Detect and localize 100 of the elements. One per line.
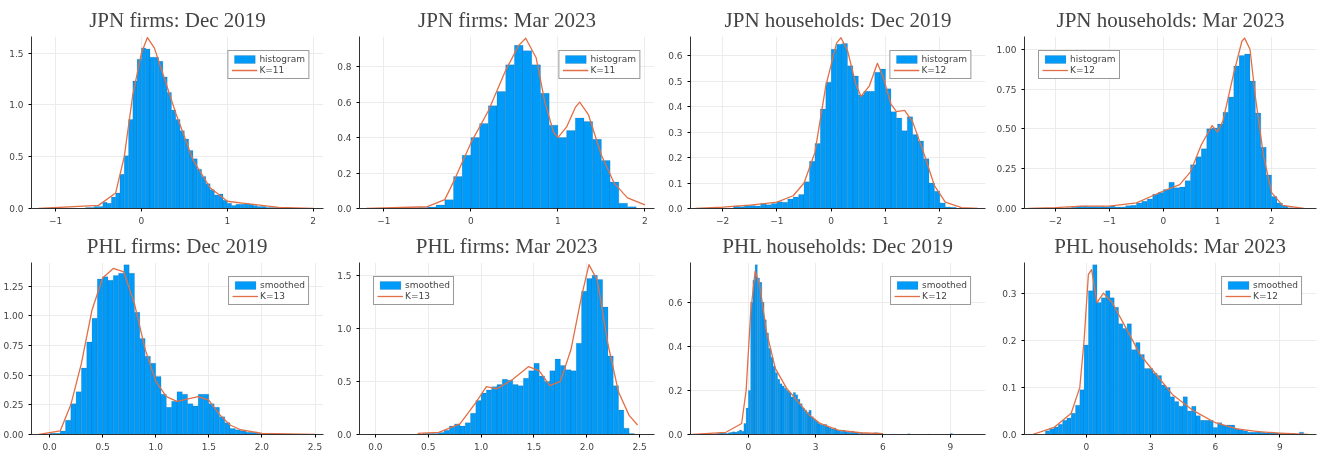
y-tick-label: 0.0 — [668, 204, 683, 214]
x-tick-label: 2.0 — [579, 441, 595, 452]
legend-label: smoothed — [1253, 280, 1298, 290]
chart-title: PHL firms: Mar 2023 — [415, 233, 598, 258]
x-tick-label: 1.0 — [148, 441, 164, 452]
x-tick-label: 1 — [224, 215, 231, 226]
x-tick-label: 1 — [555, 215, 561, 226]
y-tick-label: 0.2 — [668, 385, 683, 396]
legend-label: K=11 — [259, 65, 285, 75]
y-tick-label: 0.50 — [3, 370, 24, 381]
x-tick-label: −1 — [377, 215, 391, 226]
legend-label: histogram — [921, 54, 967, 64]
legend-label: K=12 — [921, 65, 947, 75]
y-tick-label: 0.75 — [3, 341, 24, 352]
y-tick-label: 0.8 — [337, 62, 352, 73]
chart-title: JPN households: Dec 2019 — [724, 7, 952, 32]
y-tick-label: 1.25 — [3, 281, 24, 292]
x-tick-label: 1 — [882, 215, 889, 226]
x-tick-label: 1 — [1214, 215, 1221, 226]
y-tick-label: 0.6 — [668, 51, 683, 62]
y-tick-label: 1.0 — [9, 100, 24, 111]
y-tick-label: 0.0 — [337, 430, 352, 440]
x-tick-label: 0 — [1083, 441, 1090, 452]
x-tick-label: 2 — [310, 215, 317, 226]
x-tick-label: 2 — [642, 215, 648, 226]
x-tick-label: 0 — [1160, 215, 1167, 226]
x-tick-label: 1.5 — [526, 441, 542, 452]
legend-label: histogram — [590, 54, 636, 64]
y-tick-label: 1.00 — [3, 311, 24, 322]
legend-label: K=12 — [1253, 291, 1278, 301]
x-tick-label: 0.0 — [42, 441, 57, 452]
x-tick-label: 2 — [937, 215, 943, 226]
x-tick-label: 9 — [1277, 441, 1284, 452]
y-tick-label: 0.0 — [9, 204, 24, 214]
x-tick-label: −2 — [1048, 215, 1062, 226]
chart-title: JPN households: Mar 2023 — [1056, 7, 1285, 32]
chart-title: JPN firms: Dec 2019 — [89, 7, 266, 32]
y-tick-label: 0.4 — [668, 341, 683, 352]
y-tick-label: 0.3 — [668, 127, 683, 138]
legend-label: K=12 — [922, 291, 947, 301]
y-tick-label: 0.6 — [337, 97, 352, 108]
x-tick-label: −1 — [48, 215, 63, 226]
y-tick-label: 1.0 — [337, 323, 352, 334]
y-tick-label: 0.0 — [337, 204, 352, 214]
y-tick-label: 0.75 — [996, 84, 1017, 95]
y-tick-label: 0.00 — [996, 204, 1017, 214]
legend-label: smoothed — [405, 280, 450, 290]
y-tick-label: 0.25 — [996, 164, 1017, 175]
x-tick-label: 0.5 — [95, 441, 110, 452]
x-tick-label: 0.5 — [421, 441, 436, 452]
legend-label: histogram — [259, 54, 305, 64]
x-tick-label: 0 — [745, 441, 752, 452]
y-tick-label: 0.0 — [1002, 430, 1017, 440]
x-tick-label: 2 — [1268, 215, 1275, 226]
y-tick-label: 1.5 — [9, 48, 24, 59]
x-tick-label: 6 — [880, 441, 887, 452]
y-tick-label: 0.2 — [337, 168, 352, 179]
x-tick-label: 1.5 — [201, 441, 216, 452]
y-tick-label: 0.1 — [1002, 382, 1017, 393]
x-tick-label: 6 — [1212, 441, 1219, 452]
y-tick-label: 0.5 — [337, 376, 352, 387]
y-tick-label: 0.3 — [1002, 288, 1017, 299]
y-tick-label: 0.1 — [668, 178, 683, 189]
y-tick-label: 0.50 — [996, 124, 1017, 135]
x-tick-label: −1 — [1102, 215, 1117, 226]
y-tick-label: 0.4 — [337, 133, 352, 144]
x-tick-label: 2.5 — [632, 441, 647, 452]
x-tick-label: 0.0 — [368, 441, 383, 452]
x-tick-label: 2.5 — [307, 441, 323, 452]
y-tick-label: 0.00 — [3, 430, 24, 440]
x-tick-label: 3 — [812, 441, 819, 452]
chart-title: PHL households: Dec 2019 — [722, 233, 954, 258]
x-tick-label: 0 — [828, 215, 835, 226]
y-tick-label: 0.6 — [668, 297, 683, 308]
chart-title: JPN firms: Mar 2023 — [418, 7, 596, 32]
x-tick-label: −2 — [715, 215, 730, 226]
y-tick-label: 0.0 — [668, 430, 683, 440]
x-tick-label: 0 — [138, 215, 145, 226]
legend-label: K=11 — [590, 65, 616, 75]
y-tick-label: 1.00 — [996, 44, 1017, 55]
x-tick-label: 3 — [1147, 441, 1154, 452]
chart-title: PHL households: Mar 2023 — [1054, 233, 1287, 258]
y-tick-label: 0.2 — [668, 153, 683, 164]
x-tick-label: 1.0 — [473, 441, 489, 452]
y-tick-label: 0.5 — [9, 152, 24, 163]
y-tick-label: 0.4 — [668, 102, 683, 113]
legend-label: smoothed — [260, 280, 305, 290]
legend-label: smoothed — [922, 280, 967, 290]
x-tick-label: 9 — [947, 441, 954, 452]
y-tick-label: 0.25 — [3, 400, 24, 411]
x-tick-label: −1 — [770, 215, 784, 226]
y-tick-label: 0.2 — [1002, 335, 1017, 346]
x-tick-label: 2.0 — [254, 441, 270, 452]
x-tick-label: 0 — [468, 215, 475, 226]
y-tick-label: 0.5 — [668, 76, 683, 87]
legend-label: K=13 — [405, 291, 430, 301]
y-tick-label: 1.5 — [337, 270, 352, 281]
chart-title: PHL firms: Dec 2019 — [86, 233, 268, 258]
legend-label: histogram — [1070, 54, 1116, 64]
legend-label: K=13 — [260, 291, 285, 301]
